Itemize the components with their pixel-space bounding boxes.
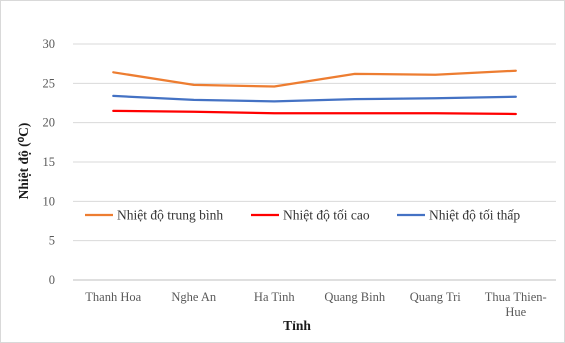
y-axis-title: Nhiệt độ (⁰C) bbox=[16, 123, 31, 200]
y-tick-label: 15 bbox=[43, 155, 56, 169]
x-tick-label: Quang Binh bbox=[324, 290, 386, 304]
series-line-1 bbox=[112, 69, 517, 88]
x-tick-label: Thanh Hoa bbox=[85, 290, 141, 304]
x-tick-label: Thua Thien-Hue bbox=[485, 290, 547, 319]
y-tick-label: 25 bbox=[43, 76, 56, 90]
series-line-3 bbox=[112, 94, 517, 103]
y-tick-label: 30 bbox=[43, 37, 56, 51]
legend-label: Nhiệt độ trung bình bbox=[117, 208, 223, 223]
series-line-2 bbox=[112, 109, 517, 116]
y-tick-label: 20 bbox=[43, 116, 56, 130]
x-axis-title: Tỉnh bbox=[283, 318, 311, 333]
x-tick-label: Ha Tinh bbox=[254, 290, 295, 304]
legend-label: Nhiệt độ tối thấp bbox=[429, 208, 520, 223]
y-tick-label: 10 bbox=[43, 194, 56, 208]
x-tick-label: Nghe An bbox=[171, 290, 217, 304]
x-tick-label: Quang Tri bbox=[410, 290, 462, 304]
legend-label: Nhiệt độ tối cao bbox=[283, 208, 370, 223]
y-tick-label: 0 bbox=[49, 273, 55, 287]
y-tick-label: 5 bbox=[49, 234, 55, 248]
